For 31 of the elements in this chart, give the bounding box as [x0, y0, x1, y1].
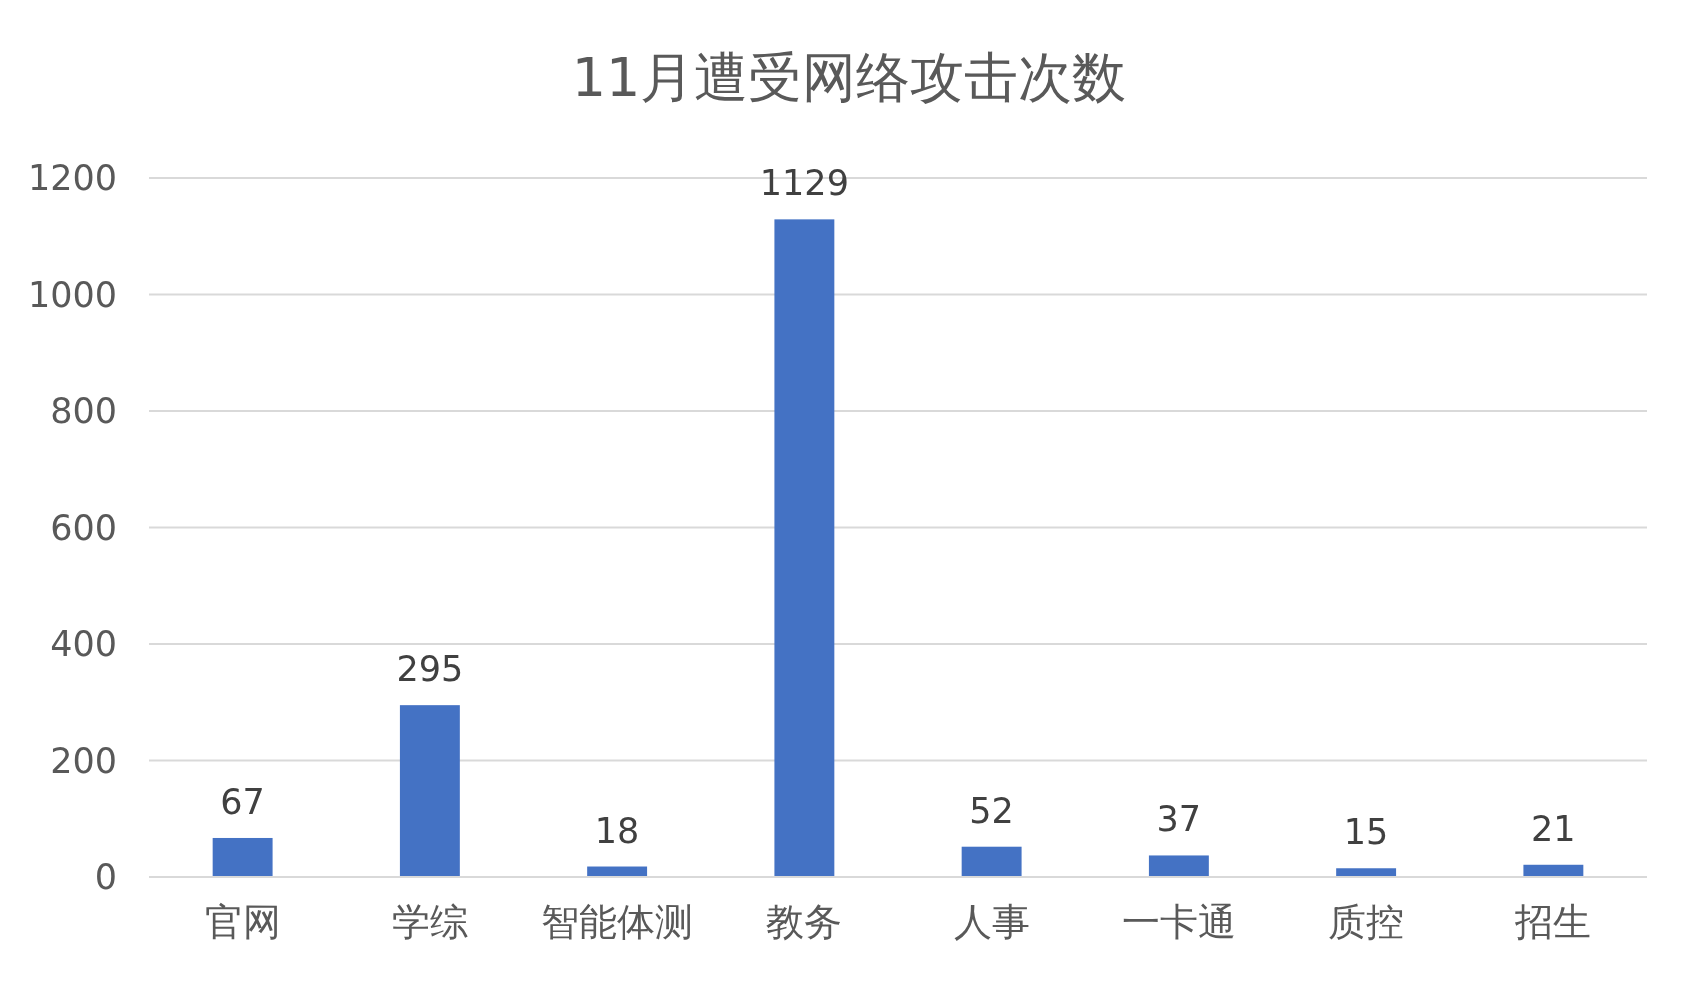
data-label: 1129 — [759, 163, 849, 204]
data-label: 37 — [1156, 799, 1202, 840]
x-tick-label: 招生 — [1514, 900, 1592, 944]
y-tick-label: 600 — [50, 507, 117, 548]
y-tick-label: 800 — [50, 391, 117, 432]
y-tick-label: 1200 — [27, 158, 117, 199]
data-label: 67 — [220, 781, 265, 822]
data-label: 18 — [594, 810, 640, 851]
bar — [1336, 868, 1397, 877]
bar — [961, 846, 1022, 877]
x-tick-label: 质控 — [1328, 900, 1405, 944]
bar — [1148, 855, 1209, 877]
x-tick-label: 智能体测 — [541, 900, 694, 944]
data-label: 21 — [1531, 808, 1576, 849]
y-tick-label: 200 — [50, 740, 117, 781]
bar — [212, 837, 273, 877]
y-tick-label: 400 — [50, 624, 117, 665]
data-label: 15 — [1343, 812, 1389, 853]
y-tick-label: 1000 — [27, 274, 117, 315]
x-tick-label: 一卡通 — [1121, 900, 1236, 944]
chart-title: 11月遭受网络攻击次数 — [571, 46, 1127, 109]
bar — [1523, 864, 1584, 877]
data-label: 52 — [969, 790, 1014, 831]
x-tick-label: 人事 — [953, 900, 1030, 944]
x-tick-label: 学综 — [391, 900, 468, 944]
x-tick-label: 教务 — [766, 900, 843, 944]
data-label: 295 — [396, 649, 464, 690]
y-tick-label: 0 — [94, 857, 117, 898]
bar — [399, 705, 460, 877]
bar — [774, 219, 835, 877]
x-tick-label: 官网 — [204, 900, 281, 944]
